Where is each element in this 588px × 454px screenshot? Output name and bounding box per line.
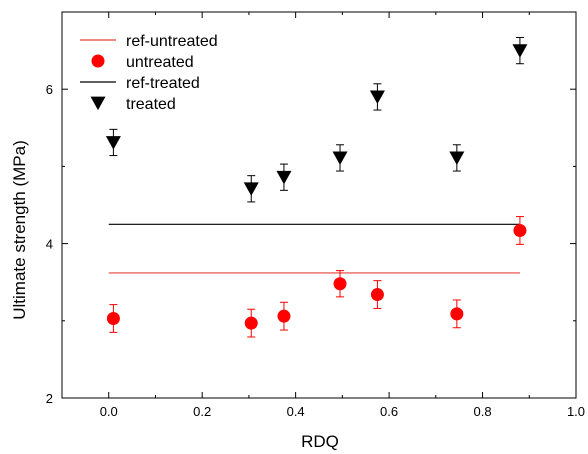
plot-frame (61, 11, 577, 399)
data-point-treated (449, 151, 465, 166)
data-point-untreated (370, 288, 384, 302)
y-axis-label: Ultimate strength (MPa) (10, 140, 29, 320)
data-point-untreated (450, 307, 464, 321)
x-tick-label: 0.6 (380, 404, 398, 419)
legend-marker-treated (90, 96, 106, 111)
x-tick-label: 0.8 (474, 404, 492, 419)
legend: ref-untreated untreated ref-treated treated (80, 33, 218, 113)
data-point-treated (243, 182, 259, 196)
legend-label: ref-treated (126, 75, 200, 92)
legend-label: untreated (126, 54, 194, 71)
y-tick-label: 2 (46, 391, 53, 406)
data-point-treated (276, 170, 292, 185)
legend-marker-untreated (91, 54, 105, 68)
data-series (105, 36, 528, 338)
x-tick-label: 0.2 (193, 404, 211, 419)
data-point-untreated (106, 311, 120, 325)
data-point-treated (105, 136, 121, 150)
x-axis-label: RDQ (301, 432, 339, 451)
legend-label: treated (126, 96, 176, 113)
axes: 0.0 0.2 0.4 0.6 0.8 1.0 2 4 6 (46, 12, 585, 419)
data-point-untreated (244, 316, 258, 330)
x-tick-label: 0.4 (287, 404, 305, 419)
x-tick-label: 0.0 (100, 404, 118, 419)
data-point-untreated (513, 223, 527, 237)
data-point-treated (369, 90, 385, 105)
data-point-untreated (277, 309, 291, 323)
data-point-untreated (333, 277, 347, 291)
y-tick-label: 4 (46, 237, 53, 252)
data-point-treated (512, 44, 528, 58)
y-tick-label: 6 (46, 82, 53, 97)
data-point-treated (332, 151, 348, 166)
plot-area (61, 11, 577, 399)
legend-label: ref-untreated (126, 33, 218, 50)
x-tick-label: 1.0 (567, 404, 585, 419)
